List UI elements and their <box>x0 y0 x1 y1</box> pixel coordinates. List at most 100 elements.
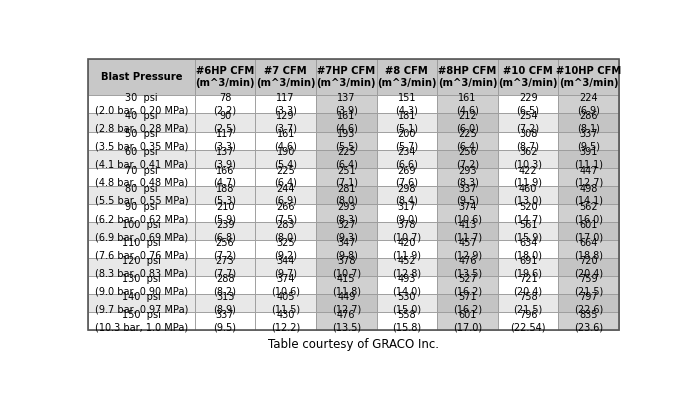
Text: 188
(5.3): 188 (5.3) <box>213 184 237 206</box>
FancyBboxPatch shape <box>195 240 255 258</box>
FancyBboxPatch shape <box>316 131 377 150</box>
FancyBboxPatch shape <box>316 113 377 131</box>
FancyBboxPatch shape <box>558 204 619 222</box>
FancyBboxPatch shape <box>195 294 255 312</box>
FancyBboxPatch shape <box>377 96 437 113</box>
Text: 225
(6.4): 225 (6.4) <box>274 166 297 188</box>
FancyBboxPatch shape <box>558 59 619 96</box>
Text: 70  psi
(4.8 bar, 0.48 MPa): 70 psi (4.8 bar, 0.48 MPa) <box>95 166 188 188</box>
Text: 229
(6.5): 229 (6.5) <box>517 93 540 116</box>
Text: 117
(3.3): 117 (3.3) <box>213 129 237 152</box>
Text: 337
(9.5): 337 (9.5) <box>577 129 600 152</box>
Text: 212
(6.0): 212 (6.0) <box>456 111 479 134</box>
Text: 140  psi
(9.7 bar, 0.97 MPa): 140 psi (9.7 bar, 0.97 MPa) <box>95 292 188 314</box>
FancyBboxPatch shape <box>558 294 619 312</box>
Text: 298
(8.4): 298 (8.4) <box>395 184 418 206</box>
Text: 256
(7.2): 256 (7.2) <box>456 147 479 170</box>
FancyBboxPatch shape <box>195 168 255 186</box>
FancyBboxPatch shape <box>498 312 558 330</box>
Text: 362
(10.3): 362 (10.3) <box>514 147 543 170</box>
FancyBboxPatch shape <box>377 294 437 312</box>
Text: 129
(3.7): 129 (3.7) <box>274 111 297 134</box>
Text: 449
(12.7): 449 (12.7) <box>331 292 361 314</box>
FancyBboxPatch shape <box>255 59 316 96</box>
Text: #10 CFM
(m^3/min): #10 CFM (m^3/min) <box>498 66 558 89</box>
Text: 80  psi
(5.5 bar, 0.55 MPa): 80 psi (5.5 bar, 0.55 MPa) <box>95 184 189 206</box>
Text: 190
(5.4): 190 (5.4) <box>274 147 297 170</box>
Text: 344
(9.7): 344 (9.7) <box>274 256 297 278</box>
Text: 308
(8.7): 308 (8.7) <box>517 129 540 152</box>
Text: 796
(22.54): 796 (22.54) <box>510 310 546 332</box>
FancyBboxPatch shape <box>498 168 558 186</box>
Text: 193
(5.5): 193 (5.5) <box>335 129 358 152</box>
FancyBboxPatch shape <box>316 294 377 312</box>
FancyBboxPatch shape <box>88 168 195 186</box>
Text: 161
(4.6): 161 (4.6) <box>335 111 357 134</box>
FancyBboxPatch shape <box>498 113 558 131</box>
Text: 337
(9.5): 337 (9.5) <box>456 184 479 206</box>
FancyBboxPatch shape <box>88 222 195 240</box>
FancyBboxPatch shape <box>558 113 619 131</box>
Text: 269
(7.6): 269 (7.6) <box>395 166 418 188</box>
Text: 520
(14.7): 520 (14.7) <box>514 201 543 224</box>
FancyBboxPatch shape <box>498 258 558 276</box>
FancyBboxPatch shape <box>558 186 619 204</box>
Text: 337
(9.5): 337 (9.5) <box>213 310 237 332</box>
Text: 244
(6.9): 244 (6.9) <box>274 184 297 206</box>
FancyBboxPatch shape <box>195 186 255 204</box>
Text: 273
(7.7): 273 (7.7) <box>213 256 237 278</box>
Text: 166
(4.7): 166 (4.7) <box>213 166 237 188</box>
FancyBboxPatch shape <box>437 186 498 204</box>
FancyBboxPatch shape <box>498 294 558 312</box>
FancyBboxPatch shape <box>377 258 437 276</box>
Text: 378
(10.7): 378 (10.7) <box>332 256 361 278</box>
FancyBboxPatch shape <box>437 168 498 186</box>
Text: 452
(12.8): 452 (12.8) <box>392 256 421 278</box>
Text: 234
(6.6): 234 (6.6) <box>395 147 418 170</box>
FancyBboxPatch shape <box>195 131 255 150</box>
Text: 634
(18.0): 634 (18.0) <box>514 238 543 260</box>
FancyBboxPatch shape <box>377 59 437 96</box>
FancyBboxPatch shape <box>316 222 377 240</box>
FancyBboxPatch shape <box>316 168 377 186</box>
FancyBboxPatch shape <box>498 222 558 240</box>
FancyBboxPatch shape <box>255 150 316 168</box>
Text: 527
(16.2): 527 (16.2) <box>453 274 482 296</box>
FancyBboxPatch shape <box>195 150 255 168</box>
Text: 601
(17.0): 601 (17.0) <box>453 310 482 332</box>
Text: 137
(3.9): 137 (3.9) <box>335 93 357 116</box>
Text: 759
(21.5): 759 (21.5) <box>574 274 603 296</box>
FancyBboxPatch shape <box>195 96 255 113</box>
Text: 835
(23.6): 835 (23.6) <box>574 310 603 332</box>
Text: 293
(8.3): 293 (8.3) <box>456 166 479 188</box>
Text: 413
(11.7): 413 (11.7) <box>453 220 482 242</box>
FancyBboxPatch shape <box>558 131 619 150</box>
FancyBboxPatch shape <box>88 312 195 330</box>
Text: 225
(6.4): 225 (6.4) <box>335 147 357 170</box>
FancyBboxPatch shape <box>255 276 316 294</box>
FancyBboxPatch shape <box>88 240 195 258</box>
FancyBboxPatch shape <box>498 96 558 113</box>
FancyBboxPatch shape <box>255 131 316 150</box>
FancyBboxPatch shape <box>255 258 316 276</box>
FancyBboxPatch shape <box>377 222 437 240</box>
Text: 224
(6.9): 224 (6.9) <box>577 93 600 116</box>
FancyBboxPatch shape <box>558 150 619 168</box>
FancyBboxPatch shape <box>195 258 255 276</box>
FancyBboxPatch shape <box>88 96 195 113</box>
FancyBboxPatch shape <box>255 168 316 186</box>
Text: 137
(3.9): 137 (3.9) <box>213 147 237 170</box>
FancyBboxPatch shape <box>437 96 498 113</box>
FancyBboxPatch shape <box>316 276 377 294</box>
FancyBboxPatch shape <box>377 150 437 168</box>
Text: #7 CFM
(m^3/min): #7 CFM (m^3/min) <box>256 66 316 89</box>
Text: 210
(5.9): 210 (5.9) <box>213 201 237 224</box>
FancyBboxPatch shape <box>498 204 558 222</box>
FancyBboxPatch shape <box>88 204 195 222</box>
FancyBboxPatch shape <box>437 312 498 330</box>
FancyBboxPatch shape <box>195 222 255 240</box>
Text: 530
(15.0): 530 (15.0) <box>392 292 421 314</box>
FancyBboxPatch shape <box>498 59 558 96</box>
FancyBboxPatch shape <box>195 312 255 330</box>
FancyBboxPatch shape <box>437 258 498 276</box>
